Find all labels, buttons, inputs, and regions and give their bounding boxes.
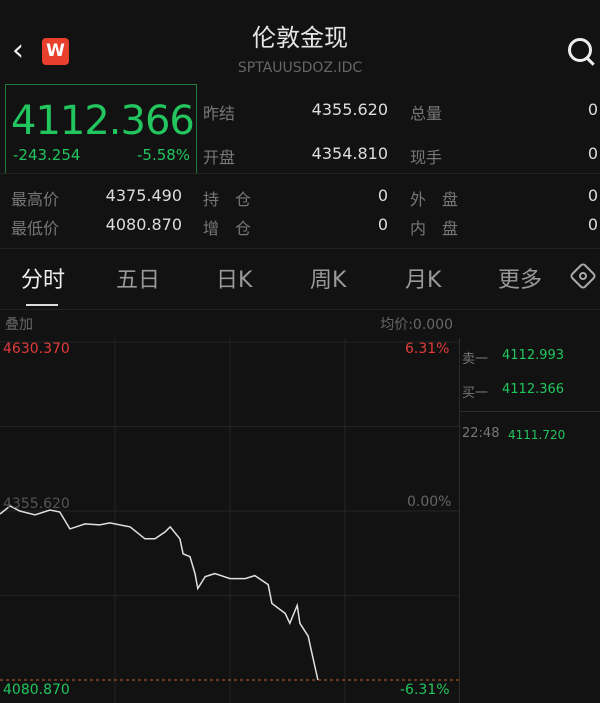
tick-time: 22:48 [462,426,500,441]
overlay-button[interactable]: 叠加 [5,317,33,333]
stat-value: 4355.620 [311,100,388,119]
divider [460,411,600,412]
tab-five-day[interactable]: 五日 [116,268,161,293]
divider [0,173,600,174]
stat-label: 内 盘 [410,219,459,238]
ask-price: 4112.993 [502,348,565,363]
page-title: 伦敦金现 [252,24,348,52]
stat-value: 0 [587,215,598,234]
active-tab-indicator [26,304,58,306]
app-logo: W [42,38,69,65]
tab-more[interactable]: 更多 [498,268,543,293]
search-icon[interactable] [568,38,592,62]
tick-price: 4111.720 [508,428,566,442]
stat-value: 0 [587,144,598,163]
pct-min-label: -6.31% [400,682,450,698]
stat-label: 最低价 [11,219,60,238]
price-change: -243.254 [13,146,81,164]
y-ref-label: 4355.620 [3,496,70,512]
stat-value: 4080.870 [105,215,182,234]
tab-weekly-k[interactable]: 周K [310,268,347,293]
stat-label: 增 仓 [203,219,252,238]
stat-label: 持 仓 [203,190,252,209]
stat-label: 总量 [410,104,443,123]
tab-daily-k[interactable]: 日K [216,268,253,293]
stat-label: 昨结 [203,104,236,123]
stat-label: 开盘 [203,148,236,167]
stat-value: 0 [587,186,598,205]
stat-label: 外 盘 [410,190,459,209]
tab-intraday[interactable]: 分时 [21,268,66,293]
pct-ref-label: 0.00% [407,494,452,510]
price-change-pct: -5.58% [137,146,191,164]
intraday-chart[interactable] [0,338,460,703]
divider [0,248,600,249]
stat-label: 现手 [410,148,443,167]
ask-label: 卖一 [462,352,489,367]
last-price: 4112.366 [11,98,195,144]
divider [459,338,460,703]
stat-value: 4375.490 [105,186,182,205]
tab-monthly-k[interactable]: 月K [405,268,442,293]
bid-price: 4112.366 [502,382,565,397]
symbol-code: SPTAUUSDOZ.IDC [237,60,363,76]
bid-label: 买一 [462,386,489,401]
pct-max-label: 6.31% [405,341,450,357]
divider [0,309,600,310]
y-min-label: 4080.870 [3,682,70,698]
stat-value: 0 [587,100,598,119]
settings-icon[interactable] [568,261,598,291]
stat-label: 最高价 [11,190,60,209]
stat-value: 4354.810 [311,144,388,163]
y-max-label: 4630.370 [3,341,70,357]
price-line [0,505,319,681]
stat-value: 0 [377,186,388,205]
avg-price: 均价:0.000 [380,317,453,333]
stat-value: 0 [377,215,388,234]
back-icon[interactable]: ‹ [12,33,24,68]
